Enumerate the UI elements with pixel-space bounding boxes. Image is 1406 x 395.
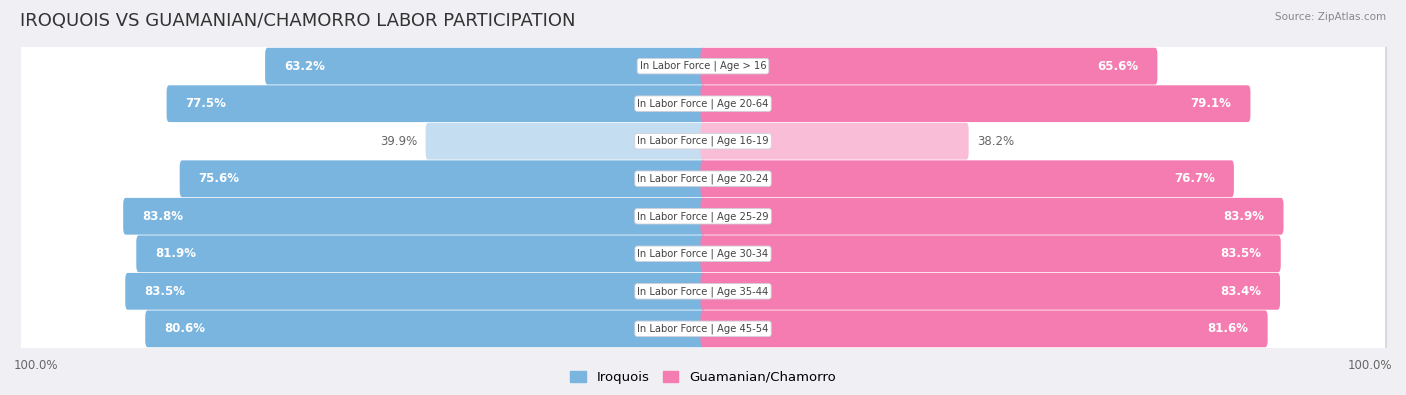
FancyBboxPatch shape [22,40,1388,97]
FancyBboxPatch shape [700,235,1281,272]
FancyBboxPatch shape [21,300,1385,357]
Text: 83.5%: 83.5% [145,285,186,298]
Legend: Iroquois, Guamanian/Chamorro: Iroquois, Guamanian/Chamorro [565,365,841,389]
Text: 100.0%: 100.0% [14,359,59,372]
Text: In Labor Force | Age 16-19: In Labor Force | Age 16-19 [637,136,769,147]
Text: IROQUOIS VS GUAMANIAN/CHAMORRO LABOR PARTICIPATION: IROQUOIS VS GUAMANIAN/CHAMORRO LABOR PAR… [20,12,575,30]
FancyBboxPatch shape [21,38,1385,95]
Text: Source: ZipAtlas.com: Source: ZipAtlas.com [1275,12,1386,22]
Text: 65.6%: 65.6% [1097,60,1139,73]
FancyBboxPatch shape [22,190,1388,247]
FancyBboxPatch shape [166,85,706,122]
Text: In Labor Force | Age 20-64: In Labor Force | Age 20-64 [637,98,769,109]
Text: In Labor Force | Age 25-29: In Labor Force | Age 25-29 [637,211,769,222]
FancyBboxPatch shape [21,263,1385,320]
FancyBboxPatch shape [21,225,1385,282]
FancyBboxPatch shape [22,303,1388,359]
Text: 100.0%: 100.0% [1347,359,1392,372]
FancyBboxPatch shape [136,235,706,272]
FancyBboxPatch shape [22,228,1388,284]
FancyBboxPatch shape [21,113,1385,170]
FancyBboxPatch shape [21,150,1385,207]
FancyBboxPatch shape [700,85,1250,122]
Text: 80.6%: 80.6% [165,322,205,335]
FancyBboxPatch shape [700,198,1284,235]
Text: 77.5%: 77.5% [186,97,226,110]
FancyBboxPatch shape [22,77,1388,134]
Text: 81.6%: 81.6% [1208,322,1249,335]
Text: In Labor Force | Age 20-24: In Labor Force | Age 20-24 [637,173,769,184]
FancyBboxPatch shape [124,198,706,235]
FancyBboxPatch shape [22,115,1388,172]
Text: In Labor Force | Age 30-34: In Labor Force | Age 30-34 [637,248,769,259]
Text: 38.2%: 38.2% [977,135,1014,148]
FancyBboxPatch shape [700,160,1234,197]
FancyBboxPatch shape [21,188,1385,245]
Text: In Labor Force | Age 45-54: In Labor Force | Age 45-54 [637,324,769,334]
FancyBboxPatch shape [266,48,706,85]
Text: 81.9%: 81.9% [155,247,197,260]
Text: 75.6%: 75.6% [198,172,239,185]
FancyBboxPatch shape [125,273,706,310]
FancyBboxPatch shape [700,48,1157,85]
FancyBboxPatch shape [22,265,1388,322]
Text: In Labor Force | Age > 16: In Labor Force | Age > 16 [640,61,766,71]
FancyBboxPatch shape [426,123,706,160]
Text: In Labor Force | Age 35-44: In Labor Force | Age 35-44 [637,286,769,297]
Text: 83.8%: 83.8% [142,210,183,223]
Text: 63.2%: 63.2% [284,60,325,73]
Text: 79.1%: 79.1% [1191,97,1232,110]
FancyBboxPatch shape [145,310,706,347]
Text: 39.9%: 39.9% [380,135,418,148]
FancyBboxPatch shape [21,75,1385,132]
FancyBboxPatch shape [180,160,706,197]
FancyBboxPatch shape [22,152,1388,209]
Text: 83.5%: 83.5% [1220,247,1261,260]
Text: 83.9%: 83.9% [1223,210,1264,223]
FancyBboxPatch shape [700,310,1268,347]
Text: 83.4%: 83.4% [1220,285,1261,298]
Text: 76.7%: 76.7% [1174,172,1215,185]
FancyBboxPatch shape [700,123,969,160]
FancyBboxPatch shape [700,273,1279,310]
